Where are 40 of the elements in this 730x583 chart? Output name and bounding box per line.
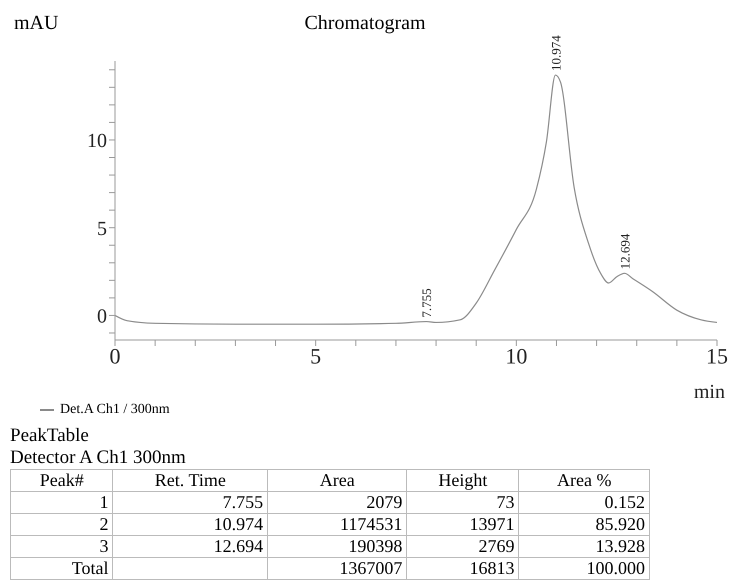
category-label: Height: [406, 470, 519, 492]
category-label: Peak#: [10, 470, 113, 492]
annotation: 7.755: [419, 288, 434, 318]
text: 16813: [469, 558, 514, 578]
x-axis-title: min: [694, 381, 725, 403]
text: 100.000: [586, 558, 645, 578]
line-series: [115, 74, 717, 325]
text: 2: [99, 514, 108, 534]
category-label: Area %: [518, 470, 650, 492]
text: 13971: [469, 514, 514, 534]
x-tick-label: 15: [706, 344, 728, 369]
text: 2079: [366, 492, 402, 512]
text: 7.755: [222, 492, 264, 512]
chart-title: Chromatogram: [304, 12, 426, 34]
text: 0.152: [604, 492, 645, 512]
text: 10.974: [214, 514, 264, 534]
text: 73: [496, 492, 514, 512]
text: 12.694: [214, 536, 264, 556]
y-tick-label: 0: [97, 306, 107, 328]
text: 85.920: [596, 514, 645, 534]
text: 2769: [478, 536, 514, 556]
x-tick-label: 5: [310, 344, 322, 369]
x-tick-label: 10: [505, 344, 528, 369]
text: 1174531: [340, 514, 402, 534]
text: Total: [72, 558, 108, 578]
text: 3: [99, 536, 108, 556]
text: Detector A Ch1 300nm: [10, 447, 187, 469]
y-axis-title: mAU: [14, 12, 58, 35]
y-tick-label: 10: [87, 130, 107, 152]
text: PeakTable: [10, 425, 90, 447]
y-tick-label: 5: [97, 218, 107, 240]
text: 1: [99, 492, 108, 512]
legend-label: Det.A Ch1 / 300nm: [59, 402, 170, 418]
text: 190398: [348, 536, 402, 556]
category-label: Ret. Time: [112, 470, 268, 492]
annotation: 10.974: [548, 34, 564, 72]
text: 13.928: [596, 536, 645, 556]
category-label: Area: [268, 470, 407, 492]
annotation: 12.694: [617, 233, 632, 270]
text: 1367007: [339, 558, 402, 578]
